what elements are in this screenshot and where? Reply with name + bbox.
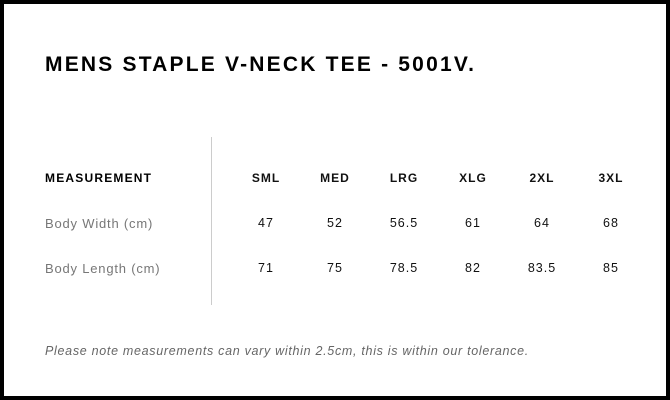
size-header: 2XL bbox=[529, 171, 555, 185]
page-title: MENS STAPLE V-NECK TEE - 5001V. bbox=[45, 53, 477, 76]
table-cell: 75 bbox=[327, 261, 343, 275]
column-divider bbox=[211, 137, 212, 305]
row-label: Body Width (cm) bbox=[45, 216, 154, 231]
size-header: SML bbox=[251, 171, 281, 185]
size-header: XLG bbox=[459, 171, 487, 185]
table-cell: 52 bbox=[327, 216, 343, 230]
table-cell: 56.5 bbox=[389, 216, 419, 230]
size-header: 3XL bbox=[598, 171, 624, 185]
measurement-header: MEASUREMENT bbox=[45, 171, 153, 185]
size-header: MED bbox=[320, 171, 350, 185]
table-cell: 85 bbox=[603, 261, 619, 275]
table-cell: 61 bbox=[465, 216, 481, 230]
table-cell: 82 bbox=[465, 261, 481, 275]
table-cell: 64 bbox=[534, 216, 550, 230]
size-header: LRG bbox=[389, 171, 419, 185]
table-cell: 83.5 bbox=[527, 261, 557, 275]
table-cell: 71 bbox=[258, 261, 274, 275]
row-label: Body Length (cm) bbox=[45, 261, 161, 276]
table-cell: 78.5 bbox=[389, 261, 419, 275]
tolerance-note: Please note measurements can vary within… bbox=[45, 344, 529, 358]
size-chart-card: MENS STAPLE V-NECK TEE - 5001V. MEASUREM… bbox=[4, 4, 666, 396]
table-cell: 68 bbox=[603, 216, 619, 230]
table-cell: 47 bbox=[258, 216, 274, 230]
